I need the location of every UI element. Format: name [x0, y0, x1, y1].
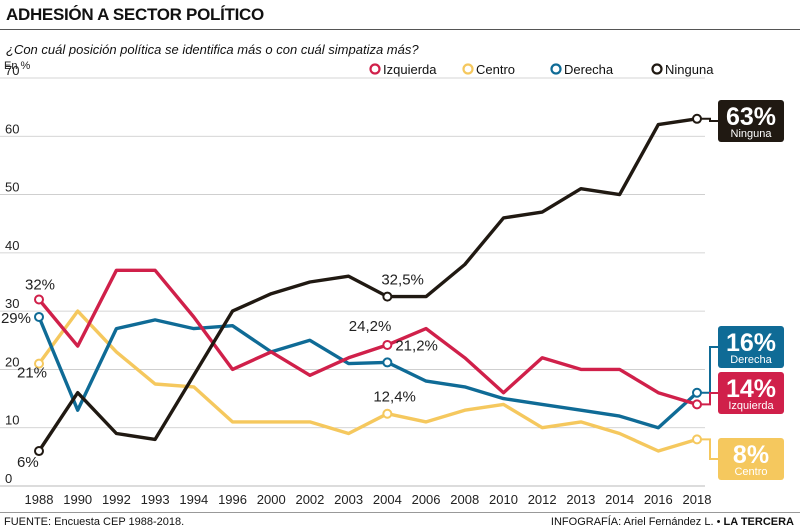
- footer-divider: [0, 512, 800, 513]
- y-tick-label: 30: [5, 296, 19, 311]
- point-marker: [34, 311, 44, 322]
- callout-name: Derecha: [730, 354, 772, 366]
- point-marker: [34, 446, 44, 457]
- data-label: 6%: [17, 454, 39, 471]
- legend-label: Izquierda: [383, 62, 437, 77]
- end-marker: [692, 399, 702, 410]
- callout-box: [718, 326, 784, 368]
- x-tick-label: 1988: [25, 492, 54, 507]
- y-tick-label: 0: [5, 471, 12, 486]
- y-tick-label: 60: [5, 121, 19, 136]
- legend-marker: [550, 63, 562, 75]
- callout-box: [718, 438, 784, 480]
- point-marker: [34, 294, 44, 305]
- callout-value: 16%: [726, 329, 776, 357]
- source-note: FUENTE: Encuesta CEP 1988-2018.: [4, 516, 185, 528]
- callout-value: 14%: [726, 375, 776, 403]
- y-tick-label: 10: [5, 413, 19, 428]
- point-marker: [382, 291, 393, 302]
- x-tick-label: 2018: [683, 492, 712, 507]
- point-marker: [382, 357, 393, 368]
- x-tick-label: 2003: [334, 492, 363, 507]
- data-label: 24,2%: [349, 318, 392, 335]
- legend-marker: [369, 63, 381, 75]
- series-line-izquierda: [37, 268, 699, 407]
- callout-box: [718, 100, 784, 142]
- data-label: 32,5%: [381, 272, 424, 289]
- x-tick-label: 1996: [218, 492, 247, 507]
- series-line-ninguna: [37, 117, 699, 453]
- x-tick-label: 2004: [373, 492, 402, 507]
- data-label: 21,2%: [395, 337, 438, 354]
- data-label: 32%: [25, 276, 55, 293]
- credit-author: INFOGRAFÍA: Ariel Fernández L. •: [550, 516, 721, 528]
- series-line-derecha: [37, 315, 699, 430]
- y-axis-label: En %: [4, 60, 31, 72]
- x-tick-label: 1994: [179, 492, 208, 507]
- x-tick-label: 2008: [450, 492, 479, 507]
- y-tick-label: 70: [5, 63, 19, 78]
- point-marker: [34, 358, 44, 369]
- chart-title: ADHESIÓN A SECTOR POLÍTICO: [6, 5, 264, 24]
- point-marker: [382, 408, 393, 419]
- point-marker: [382, 339, 393, 350]
- data-label: 29%: [1, 310, 31, 327]
- x-tick-label: 2000: [257, 492, 286, 507]
- callout-connector: [701, 346, 718, 394]
- end-marker: [692, 434, 702, 445]
- x-tick-label: 2014: [605, 492, 634, 507]
- y-tick-label: 20: [5, 354, 19, 369]
- y-tick-label: 40: [5, 238, 19, 253]
- x-tick-label: 1992: [102, 492, 131, 507]
- data-label: 12,4%: [373, 389, 416, 406]
- end-marker: [692, 113, 702, 124]
- legend-marker: [462, 63, 474, 75]
- legend-label: Derecha: [564, 62, 614, 77]
- data-label: 21%: [17, 365, 47, 382]
- x-tick-label: 1990: [63, 492, 92, 507]
- x-tick-label: 1993: [141, 492, 170, 507]
- y-tick-label: 50: [5, 180, 19, 195]
- end-marker: [692, 387, 702, 398]
- callout-name: Izquierda: [728, 400, 774, 412]
- title-divider: [0, 29, 800, 30]
- legend-label: Centro: [476, 62, 515, 77]
- credit-note: INFOGRAFÍA: Ariel Fernández L. • LA TERC…: [551, 516, 794, 528]
- series-line-centro: [37, 309, 699, 453]
- callout-name: Ninguna: [731, 128, 773, 140]
- callout-value: 63%: [726, 103, 776, 131]
- callout-connector: [701, 438, 718, 460]
- callout-name: Centro: [734, 466, 767, 478]
- callout-connector: [701, 392, 718, 406]
- x-tick-label: 2013: [566, 492, 595, 507]
- credit-brand: LA TERCERA: [723, 516, 794, 528]
- x-tick-label: 2006: [412, 492, 441, 507]
- callout-value: 8%: [733, 441, 769, 469]
- callout-connector: [701, 117, 718, 122]
- x-tick-label: 2010: [489, 492, 518, 507]
- chart-subtitle: ¿Con cuál posición política se identific…: [6, 42, 419, 57]
- x-tick-label: 2016: [644, 492, 673, 507]
- legend-label: Ninguna: [665, 62, 714, 77]
- callout-box: [718, 372, 784, 414]
- legend-marker: [651, 63, 663, 75]
- x-tick-label: 2012: [528, 492, 557, 507]
- x-tick-label: 2002: [295, 492, 324, 507]
